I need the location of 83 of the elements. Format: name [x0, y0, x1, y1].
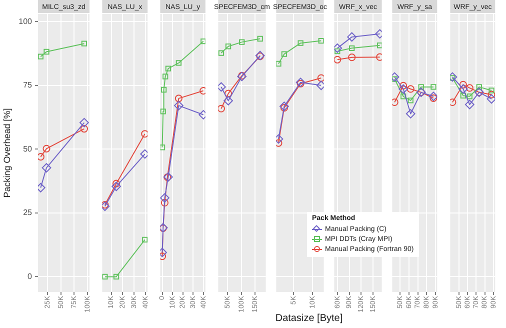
- point: [347, 32, 357, 42]
- point: [466, 84, 474, 92]
- point: [430, 84, 436, 90]
- point: [81, 40, 88, 46]
- y-tick-label: 100: [18, 16, 33, 26]
- point: [486, 94, 496, 104]
- point: [458, 84, 468, 94]
- point: [464, 100, 474, 110]
- point: [80, 118, 89, 128]
- point: [142, 236, 148, 243]
- point: [160, 198, 169, 207]
- point: [488, 90, 496, 98]
- point: [44, 48, 50, 55]
- point: [176, 60, 182, 66]
- point: [165, 66, 172, 72]
- point: [488, 88, 494, 94]
- y-tick-label: 50: [23, 144, 33, 154]
- point: [38, 153, 44, 161]
- point: [428, 92, 438, 102]
- point: [318, 38, 324, 44]
- point: [392, 98, 398, 106]
- point: [160, 86, 167, 93]
- point: [225, 44, 232, 50]
- y-tick-label: 0: [28, 272, 33, 281]
- point: [376, 53, 382, 61]
- y-tick-label: 75: [23, 80, 33, 90]
- point: [348, 54, 356, 62]
- point: [102, 202, 110, 212]
- point: [281, 51, 288, 57]
- point: [102, 274, 108, 280]
- point: [476, 84, 482, 90]
- point: [218, 50, 224, 56]
- x-axis-title: Datasize [Byte]: [274, 313, 344, 324]
- point: [141, 130, 148, 138]
- point: [224, 90, 232, 98]
- point: [276, 60, 282, 67]
- point: [257, 36, 263, 42]
- point: [334, 56, 342, 64]
- point: [140, 149, 148, 159]
- point: [334, 43, 342, 53]
- point: [317, 74, 324, 82]
- point: [276, 139, 282, 147]
- point: [113, 274, 120, 280]
- point: [174, 94, 182, 102]
- point: [400, 94, 406, 100]
- point: [406, 85, 414, 93]
- point: [38, 54, 44, 60]
- point: [224, 96, 233, 106]
- point: [160, 108, 166, 114]
- point: [276, 134, 284, 144]
- point: [160, 193, 170, 203]
- point: [406, 109, 416, 118]
- point: [200, 86, 206, 95]
- point: [218, 104, 225, 112]
- point: [349, 45, 355, 52]
- point: [112, 182, 121, 192]
- point: [298, 40, 304, 46]
- point: [316, 80, 324, 90]
- y-axis-title: Packing Overhead [%]: [2, 108, 12, 198]
- point: [162, 74, 168, 80]
- point: [279, 102, 289, 112]
- point: [418, 84, 424, 90]
- point: [239, 39, 245, 45]
- point: [430, 94, 438, 102]
- point: [42, 163, 52, 172]
- point: [280, 104, 288, 112]
- point: [174, 100, 184, 110]
- point: [80, 124, 88, 133]
- point: [42, 144, 50, 152]
- point: [450, 98, 456, 106]
- point: [102, 200, 109, 209]
- point: [398, 84, 408, 94]
- point: [459, 80, 467, 88]
- point: [460, 92, 466, 98]
- point: [160, 144, 166, 150]
- point: [112, 180, 120, 188]
- point: [376, 42, 382, 48]
- point: [160, 252, 166, 260]
- point: [466, 94, 472, 100]
- point: [200, 38, 206, 44]
- y-tick-label: 25: [23, 208, 33, 218]
- point: [408, 98, 414, 104]
- point: [400, 82, 408, 90]
